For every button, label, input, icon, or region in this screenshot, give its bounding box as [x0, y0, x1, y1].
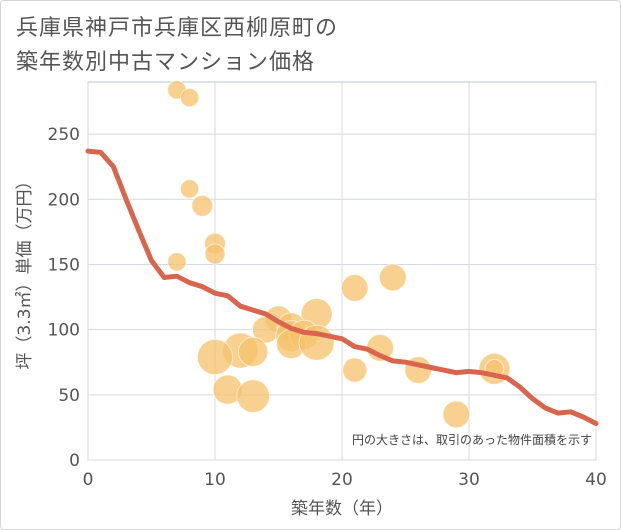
x-tick-label-1: 10	[204, 470, 226, 490]
y-axis-title: 坪（3.3㎡）単価（万円）	[15, 172, 35, 369]
y-tick-label-3: 150	[48, 255, 80, 275]
bubble-18	[237, 336, 269, 367]
bubble-19	[196, 338, 234, 376]
y-tick-labels: 0 50 100 150 200 250	[48, 125, 80, 471]
x-tick-label-4: 40	[585, 470, 607, 490]
bubble-1	[179, 87, 200, 108]
bubble-5	[204, 243, 226, 265]
y-tick-label-2: 100	[48, 321, 80, 341]
trend-line	[85, 148, 599, 426]
bubble-8	[378, 263, 407, 292]
x-tick-label-0: 0	[83, 470, 94, 490]
bubble-27	[442, 400, 471, 429]
bubble-6	[167, 252, 187, 272]
bubble-7	[340, 274, 369, 302]
x-axis-title: 築年数（年）	[291, 499, 393, 519]
y-tick-label-4: 200	[48, 190, 80, 210]
x-tick-label-2: 20	[331, 470, 353, 490]
chart-title-line-2: 築年数別中古マンション価格	[16, 50, 316, 75]
y-tick-label-5: 250	[48, 125, 80, 145]
x-tick-label-3: 30	[458, 470, 480, 490]
size-note: 円の大きさは、取引のあった物件面積を示す	[352, 432, 592, 447]
bubble-21	[342, 357, 368, 383]
chart-title: 兵庫県神戸市兵庫区西柳原町の 築年数別中古マンション価格	[16, 12, 338, 80]
bubble-3	[191, 194, 214, 217]
x-tick-labels: 0 10 20 30 40	[83, 470, 607, 490]
y-tick-label-1: 50	[58, 386, 80, 406]
grid-lines	[87, 82, 597, 461]
bubble-2	[179, 179, 200, 199]
y-tick-label-0: 0	[69, 451, 80, 471]
chart-title-line-1: 兵庫県神戸市兵庫区西柳原町の	[16, 16, 339, 41]
bubbles	[167, 80, 511, 429]
bubble-26	[236, 379, 270, 413]
